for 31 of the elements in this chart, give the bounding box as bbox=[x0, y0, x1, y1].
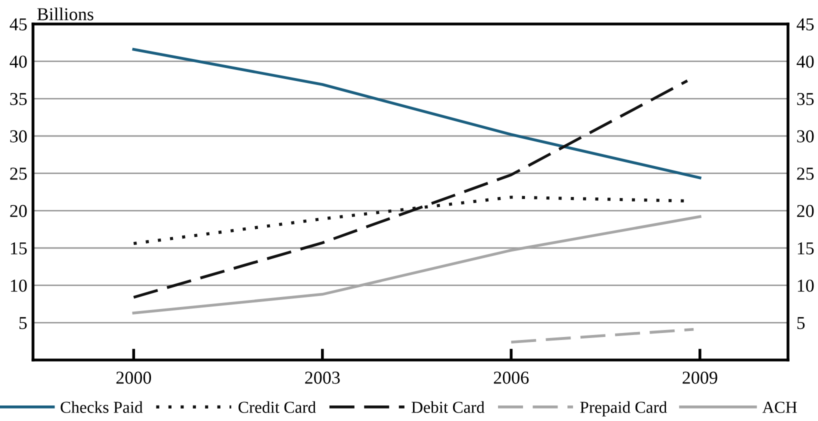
y-tick-label: 15 bbox=[10, 242, 27, 254]
x-tick-label: 2003 bbox=[305, 372, 340, 384]
y-axis-title: Billions bbox=[37, 8, 94, 20]
line-series bbox=[132, 79, 689, 299]
y2-tick-label: 5 bbox=[797, 317, 805, 330]
x-tick-label: 2000 bbox=[116, 372, 152, 384]
x-tick-label: 2006 bbox=[494, 372, 529, 384]
y2-tick-label: 25 bbox=[797, 168, 814, 180]
y-tick-label: 5 bbox=[19, 317, 27, 330]
legend-label: Debit Card bbox=[412, 401, 484, 413]
x-tick-label: 2009 bbox=[682, 372, 718, 384]
line-series bbox=[132, 215, 702, 314]
legend-label: Checks Paid bbox=[60, 401, 143, 413]
y2-tick-label: 15 bbox=[798, 242, 814, 254]
y2-tick-label: 20 bbox=[797, 204, 814, 218]
y2-tick-label: 30 bbox=[797, 130, 814, 142]
legend-label: Credit Card bbox=[238, 401, 316, 413]
legend-label: ACH bbox=[762, 402, 797, 413]
y-tick-label: 40 bbox=[10, 56, 27, 68]
y2-tick-label: 10 bbox=[798, 280, 814, 292]
y-tick-label: 20 bbox=[10, 204, 27, 218]
y-tick-label: 10 bbox=[10, 280, 27, 292]
line-series bbox=[132, 48, 702, 180]
y2-tick-label: 45 bbox=[796, 18, 814, 30]
y-tick-label: 25 bbox=[10, 168, 27, 180]
y-tick-label: 30 bbox=[10, 130, 27, 142]
y-tick-label: 45 bbox=[10, 18, 27, 30]
y2-tick-label: 35 bbox=[797, 92, 814, 106]
y2-tick-label: 40 bbox=[796, 56, 814, 68]
legend-label: Prepaid Card bbox=[580, 401, 667, 416]
y-tick-label: 35 bbox=[10, 92, 27, 106]
